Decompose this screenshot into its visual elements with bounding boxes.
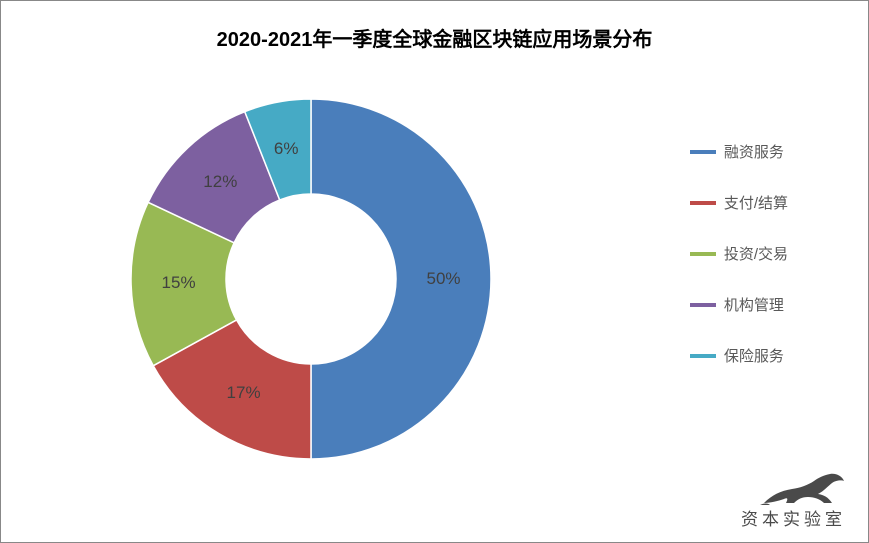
legend-label: 机构管理 bbox=[724, 294, 784, 315]
donut-chart: 50% 17% 15% 12% 6% bbox=[111, 79, 511, 479]
legend-item: 机构管理 bbox=[690, 294, 788, 315]
legend-swatch bbox=[690, 252, 716, 256]
donut-slice bbox=[311, 99, 491, 459]
slice-label: 17% bbox=[227, 383, 261, 403]
legend-label: 投资/交易 bbox=[724, 243, 788, 264]
legend-swatch bbox=[690, 354, 716, 358]
legend-swatch bbox=[690, 150, 716, 154]
slice-label: 50% bbox=[426, 269, 460, 289]
chart-container: 2020-2021年一季度全球金融区块链应用场景分布 50% 17% 15% 12% 6… bbox=[0, 0, 869, 543]
legend: 融资服务支付/结算投资/交易机构管理保险服务 bbox=[690, 141, 788, 366]
legend-label: 融资服务 bbox=[724, 141, 784, 162]
legend-swatch bbox=[690, 201, 716, 205]
legend-item: 融资服务 bbox=[690, 141, 788, 162]
chart-title: 2020-2021年一季度全球金融区块链应用场景分布 bbox=[1, 23, 868, 52]
watermark-text: 资本实验室 bbox=[741, 505, 846, 530]
legend-item: 支付/结算 bbox=[690, 192, 788, 213]
legend-item: 保险服务 bbox=[690, 345, 788, 366]
legend-item: 投资/交易 bbox=[690, 243, 788, 264]
slice-label: 12% bbox=[203, 172, 237, 192]
panther-icon bbox=[758, 473, 846, 507]
legend-label: 支付/结算 bbox=[724, 192, 788, 213]
slice-label: 6% bbox=[274, 139, 299, 159]
slice-label: 15% bbox=[162, 273, 196, 293]
watermark: 资本实验室 bbox=[741, 473, 846, 530]
legend-label: 保险服务 bbox=[724, 345, 784, 366]
legend-swatch bbox=[690, 303, 716, 307]
